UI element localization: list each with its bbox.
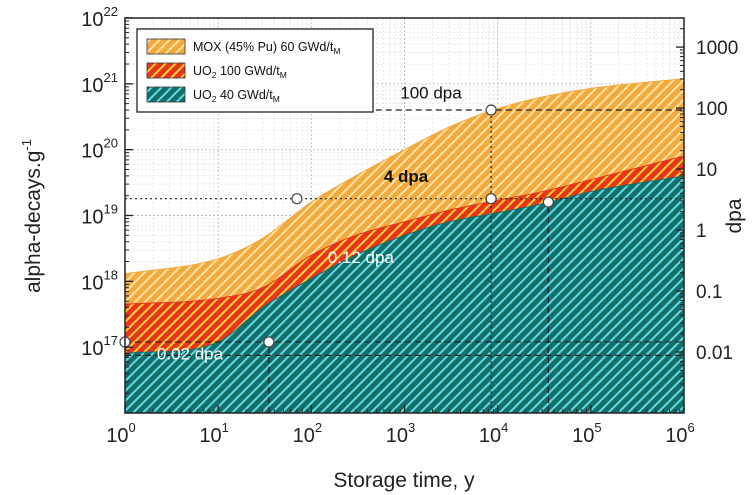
y-tick-label: 1017 <box>81 333 118 360</box>
annotations: 0.02 dpa 0.12 dpa 4 dpa 100 dpa <box>157 83 462 363</box>
y-tick-label: 1022 <box>81 4 118 31</box>
reference-line-label: 0.02 dpa <box>157 344 224 363</box>
legend-swatch <box>146 62 186 79</box>
axes: 100 101 102 103 104 105 1061017101810191020102… <box>81 4 738 447</box>
data-marker <box>291 193 303 205</box>
legend-swatch <box>146 86 186 103</box>
legend-item-uo2-40: UO2 40 GWd/tM <box>193 88 280 104</box>
data-marker <box>485 104 497 116</box>
x-tick-label: 103 <box>386 420 415 447</box>
y-tick-label: 1020 <box>81 136 118 163</box>
area-layer <box>125 78 684 413</box>
reference-lines <box>125 109 684 413</box>
y-tick-label: 1018 <box>81 267 118 294</box>
y2-tick-label: 0.01 <box>696 343 733 364</box>
reference-line-label: 4 dpa <box>384 167 429 186</box>
reference-line-label: 100 dpa <box>400 83 462 102</box>
markers <box>119 104 554 348</box>
legend-item-mox: MOX (45% Pu) 60 GWd/tM <box>193 40 340 56</box>
legend-swatch <box>146 38 186 55</box>
y-tick-label: 1021 <box>81 70 118 97</box>
data-marker <box>542 196 554 208</box>
y2-axis-label: dpa <box>723 198 746 233</box>
area-uo2-40gwd <box>125 175 684 413</box>
x-tick-label: 104 <box>479 420 508 447</box>
x-tick-label: 102 <box>293 420 322 447</box>
legend-item-uo2-100: UO2 100 GWd/tM <box>193 64 287 80</box>
x-tick-label: 101 <box>199 420 228 447</box>
y-axis-label: alpha-decays.g-1 <box>19 139 45 293</box>
y-tick-label: 1019 <box>81 202 118 229</box>
y2-tick-label: 100 <box>696 99 728 120</box>
y2-tick-label: 1 <box>696 221 707 242</box>
y2-tick-label: 1000 <box>696 38 738 59</box>
y2-tick-label: 0.1 <box>696 282 722 303</box>
x-axis-label: Storage time, y <box>333 469 475 492</box>
reference-line-label: 0.12 dpa <box>328 248 395 267</box>
data-marker <box>263 336 275 348</box>
x-tick-label: 106 <box>665 420 694 447</box>
data-marker <box>485 193 497 205</box>
y-axis-label-sup: -1 <box>19 139 34 151</box>
y2-tick-label: 10 <box>696 160 717 181</box>
legend: MOX (45% Pu) 60 GWd/tM UO2 100 GWd/tM UO2 … <box>136 28 374 113</box>
x-tick-label: 100 <box>106 420 135 447</box>
x-tick-label: 105 <box>572 420 601 447</box>
